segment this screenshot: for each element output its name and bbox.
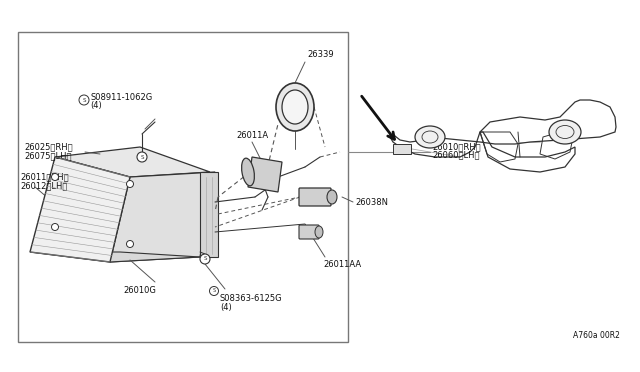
Bar [200,172,218,257]
FancyBboxPatch shape [299,225,319,239]
Polygon shape [110,172,215,262]
Bar [393,144,411,154]
Ellipse shape [315,226,323,238]
Circle shape [137,152,147,162]
Bar [18,32,348,342]
Ellipse shape [242,158,254,186]
Circle shape [127,241,134,247]
Text: 26010〈RH〉: 26010〈RH〉 [432,142,481,151]
Polygon shape [55,147,210,177]
Text: 26038N: 26038N [355,198,388,206]
Text: 26060〈LH〉: 26060〈LH〉 [432,151,479,160]
Circle shape [127,180,134,187]
Text: S: S [212,289,216,294]
Circle shape [51,173,58,180]
Polygon shape [248,157,282,192]
Text: 26025〈RH〉: 26025〈RH〉 [24,142,72,151]
Ellipse shape [276,83,314,131]
Text: S08911-1062G: S08911-1062G [90,93,152,102]
Circle shape [200,254,210,264]
Text: 26010G: 26010G [124,286,156,295]
Text: A760a 00R2: A760a 00R2 [573,331,620,340]
Polygon shape [30,157,130,262]
Polygon shape [30,252,200,262]
Text: 26011A: 26011A [236,131,268,140]
Text: S: S [83,97,86,103]
Text: 26012〈LH〉: 26012〈LH〉 [20,182,67,190]
Ellipse shape [415,126,445,148]
Text: 26075〈LH〉: 26075〈LH〉 [24,151,72,160]
Ellipse shape [327,190,337,204]
Text: (4): (4) [220,303,232,312]
Text: 26011〈RH〉: 26011〈RH〉 [20,173,68,182]
FancyArrowPatch shape [362,96,394,139]
Text: 26339: 26339 [307,50,333,59]
Text: S08363-6125G: S08363-6125G [220,294,283,303]
Ellipse shape [282,90,308,124]
Circle shape [51,224,58,231]
Text: S: S [204,257,207,262]
Text: 26011AA: 26011AA [323,260,361,269]
Text: (4): (4) [90,101,102,110]
FancyBboxPatch shape [299,188,331,206]
Ellipse shape [549,120,581,144]
Text: S: S [140,154,144,160]
